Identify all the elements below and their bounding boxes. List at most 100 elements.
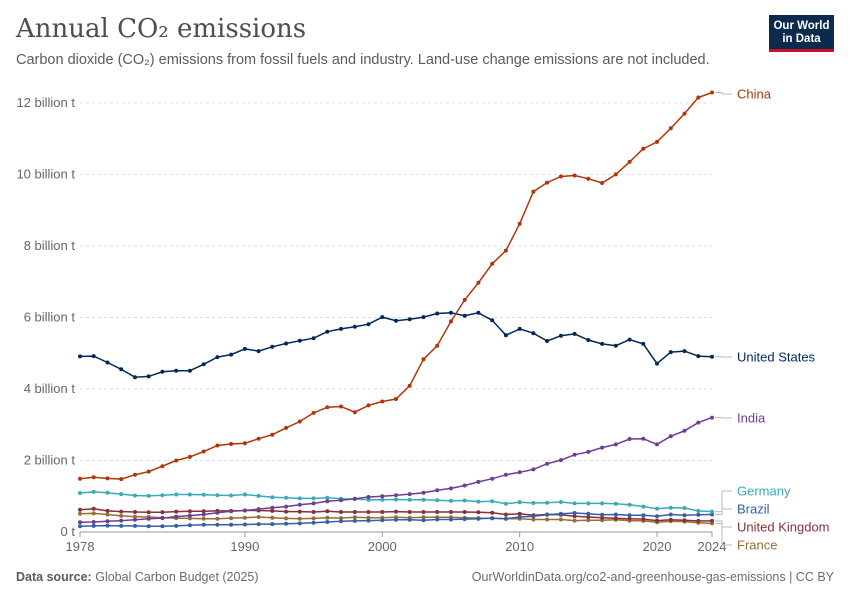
data-point [201, 516, 206, 521]
owid-logo[interactable]: Our World in Data [769, 15, 834, 52]
data-source-value[interactable]: Global Carbon Budget (2025) [95, 570, 259, 584]
data-point [476, 510, 481, 515]
series-label: India [737, 411, 766, 426]
y-tick-label: 0 t [61, 524, 76, 539]
data-point [215, 516, 220, 521]
data-point [119, 518, 124, 523]
data-point [284, 521, 289, 526]
data-point [160, 493, 165, 498]
data-point [119, 492, 124, 497]
data-point [503, 501, 508, 506]
data-point [407, 492, 412, 497]
footer-url[interactable]: OurWorldinData.org/co2-and-greenhouse-ga… [471, 570, 834, 584]
data-point [229, 352, 234, 357]
data-point [325, 515, 330, 520]
data-point [78, 524, 82, 529]
data-point [696, 95, 701, 100]
data-point [531, 189, 536, 194]
data-point [270, 432, 275, 437]
data-point [78, 354, 82, 359]
data-point [160, 369, 165, 374]
data-point [600, 501, 605, 506]
data-point [133, 472, 137, 477]
data-point [160, 516, 165, 521]
data-point [160, 510, 165, 515]
data-point [297, 521, 302, 526]
data-point [284, 495, 289, 500]
data-point [146, 493, 151, 498]
data-point [78, 511, 82, 516]
data-point [133, 523, 137, 528]
data-point [270, 495, 275, 500]
data-point [270, 515, 275, 520]
data-point [133, 493, 137, 498]
data-point [215, 443, 220, 448]
data-point [242, 515, 247, 520]
data-point [449, 510, 453, 514]
data-point [531, 514, 536, 519]
x-tick-label: 1978 [66, 539, 95, 554]
data-point [270, 522, 275, 527]
data-point [586, 449, 591, 454]
data-point [572, 452, 577, 457]
data-point [503, 512, 508, 517]
data-point [517, 500, 522, 505]
data-point [682, 349, 687, 354]
data-point [696, 354, 701, 359]
data-point [421, 357, 426, 362]
data-point [600, 445, 605, 450]
data-point [187, 454, 192, 459]
data-point [641, 517, 646, 522]
data-point [311, 410, 316, 415]
data-point [613, 512, 618, 517]
data-point [572, 173, 577, 178]
data-point [600, 181, 605, 185]
data-point [284, 516, 289, 521]
data-point [586, 511, 591, 516]
data-point [682, 506, 687, 510]
data-point [352, 496, 357, 501]
series-germany [78, 489, 714, 514]
data-point [187, 516, 192, 521]
data-point [668, 517, 673, 522]
series-label: Germany [737, 484, 791, 499]
data-point [517, 221, 522, 226]
data-point [407, 317, 412, 322]
data-point [380, 399, 385, 404]
data-point [256, 515, 261, 519]
axis-layer: 0 t 2 billion t 4 billion t 6 billion t 8 bi… [16, 95, 726, 554]
data-point [655, 518, 659, 523]
series-united-states [78, 310, 714, 380]
data-point [600, 341, 605, 346]
data-point [572, 501, 577, 506]
data-point [160, 464, 165, 469]
data-point [201, 449, 206, 454]
data-point [490, 516, 495, 521]
data-point [545, 180, 550, 185]
data-point [558, 511, 563, 516]
data-point [462, 297, 467, 302]
data-point [586, 338, 591, 342]
data-point [490, 261, 495, 266]
data-point [476, 479, 481, 484]
data-point [558, 517, 563, 522]
data-point [710, 518, 714, 523]
data-point [229, 522, 234, 527]
data-point [311, 510, 316, 514]
data-point [352, 510, 357, 514]
data-point [311, 336, 316, 341]
data-point [256, 349, 261, 354]
data-point [146, 516, 151, 521]
data-point [380, 510, 385, 514]
data-point [655, 139, 659, 144]
data-point [297, 496, 302, 501]
data-point [668, 505, 673, 510]
data-point [503, 248, 508, 253]
page-title: Annual CO₂ emissions [16, 14, 307, 44]
y-tick-label: 10 billion t [16, 166, 75, 181]
data-point [627, 437, 632, 441]
data-point [462, 517, 467, 522]
data-point [242, 346, 247, 351]
data-point [517, 515, 522, 519]
data-point [380, 497, 385, 502]
